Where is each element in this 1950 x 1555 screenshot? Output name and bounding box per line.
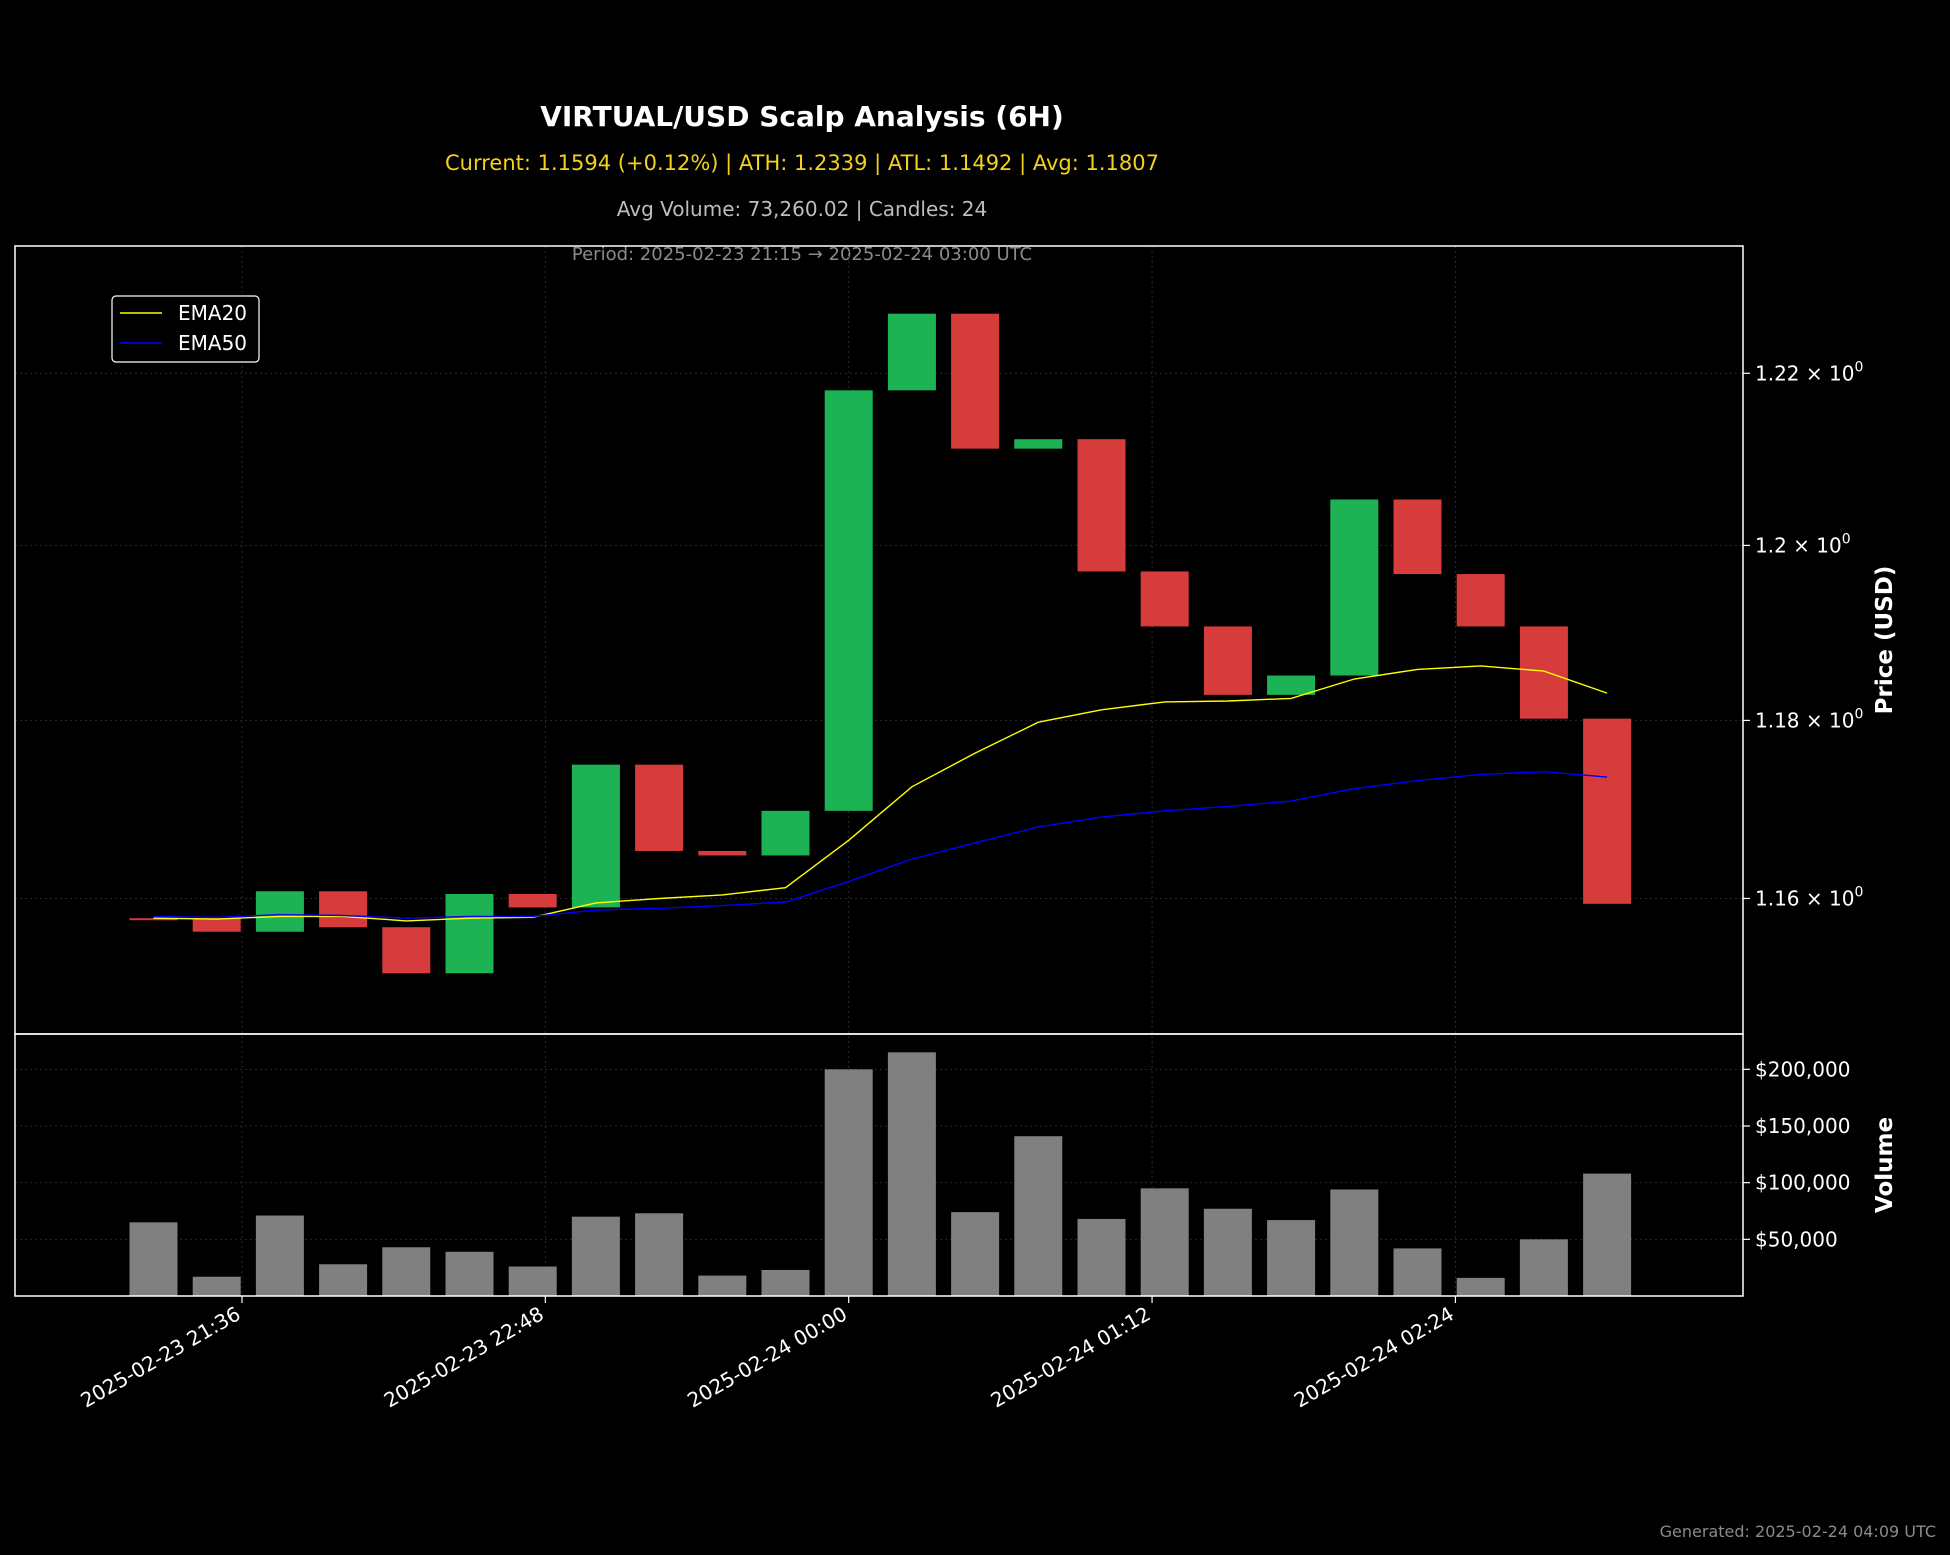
legend-label-ema20: EMA20	[178, 301, 247, 325]
volume-bar-01:45	[1267, 1220, 1316, 1296]
volume-bar-22:45	[508, 1266, 557, 1296]
candle-01:00	[1077, 439, 1126, 572]
volume-bar-01:15	[1140, 1188, 1189, 1296]
ema50-line	[153, 770, 1608, 919]
price-tick-label: 1.2 × 100	[1755, 531, 1851, 557]
candle-21:45	[255, 891, 304, 932]
x-tick-label: 2025-02-24 01:12	[986, 1302, 1154, 1413]
ema-layer	[153, 665, 1608, 922]
volume-bar-02:15	[1393, 1248, 1442, 1296]
volume-bar-01:30	[1203, 1208, 1252, 1296]
volume-bar-01:00	[1077, 1218, 1126, 1296]
candle-22:45	[508, 893, 557, 908]
price-tick-label: 1.16 × 100	[1755, 884, 1863, 910]
candle-21:30	[192, 918, 241, 932]
candle-00:30	[951, 313, 1000, 449]
legend: EMA20 EMA50	[111, 295, 260, 363]
generated-footer: Generated: 2025-02-24 04:09 UTC	[1659, 1522, 1936, 1541]
volume-bar-22:00	[319, 1264, 368, 1296]
candle-02:45	[1519, 626, 1568, 719]
volume-bar-00:45	[1014, 1136, 1063, 1296]
stats-line: Current: 1.1594 (+0.12%) | ATH: 1.2339 |…	[445, 151, 1159, 175]
candle-22:00	[319, 891, 368, 928]
candle-22:15	[382, 927, 431, 974]
candles-layer	[129, 313, 1632, 974]
candle-00:00	[824, 390, 873, 811]
volume-bar-22:15	[382, 1247, 431, 1296]
price-tick-label: 1.22 × 100	[1755, 359, 1863, 385]
period-line: Period: 2025-02-23 21:15 → 2025-02-24 03…	[571, 244, 1033, 265]
volume-tick-label: $200,000	[1755, 1057, 1850, 1081]
price-axis-label: Price (USD)	[1872, 566, 1898, 715]
candle-21:15	[129, 918, 178, 921]
volume-bar-23:15	[635, 1213, 684, 1296]
volume-axis-label: Volume	[1872, 1117, 1898, 1213]
volume-bar-23:45	[761, 1269, 810, 1296]
volume-bar-00:30	[951, 1212, 1000, 1296]
volume-bar-21:45	[255, 1215, 304, 1296]
x-tick-label: 2025-02-24 00:00	[683, 1302, 851, 1413]
volume-bar-02:45	[1519, 1239, 1568, 1296]
x-tick-label: 2025-02-24 02:24	[1290, 1302, 1458, 1413]
volume-tick-label: $100,000	[1755, 1171, 1850, 1195]
volume-bar-22:30	[445, 1251, 494, 1296]
volume-bar-00:15	[887, 1052, 936, 1296]
candle-01:30	[1203, 626, 1252, 695]
legend-label-ema50: EMA50	[178, 331, 247, 355]
chart-title: VIRTUAL/USD Scalp Analysis (6H)	[540, 100, 1064, 133]
candle-02:00	[1330, 499, 1379, 676]
volume-bar-02:30	[1456, 1277, 1505, 1296]
volume-summary-line: Avg Volume: 73,260.02 | Candles: 24	[616, 197, 988, 221]
candle-00:45	[1014, 439, 1063, 449]
candle-02:15	[1393, 499, 1442, 575]
candle-23:45	[761, 810, 810, 856]
volume-bar-03:00	[1583, 1173, 1632, 1296]
candle-02:30	[1456, 574, 1505, 627]
candle-23:15	[635, 764, 684, 851]
volume-layer	[129, 1052, 1632, 1296]
candle-01:15	[1140, 571, 1189, 627]
volume-bar-00:00	[824, 1069, 873, 1296]
grid-layer	[15, 246, 1743, 1296]
price-tick-label: 1.18 × 100	[1755, 706, 1863, 732]
x-tick-label: 2025-02-23 22:48	[380, 1302, 548, 1413]
candle-00:15	[887, 313, 936, 391]
candle-01:45	[1267, 675, 1316, 695]
volume-bar-23:00	[571, 1216, 620, 1296]
candle-22:30	[445, 893, 494, 974]
volume-bar-21:30	[192, 1276, 241, 1296]
volume-tick-label: $150,000	[1755, 1114, 1850, 1138]
volume-bar-02:00	[1330, 1189, 1379, 1296]
volume-bar-23:30	[698, 1275, 747, 1296]
ema20-line	[153, 665, 1608, 922]
candle-23:00	[571, 764, 620, 908]
x-tick-label: 2025-02-23 21:36	[76, 1302, 244, 1413]
candle-23:30	[698, 850, 747, 856]
volume-tick-label: $50,000	[1755, 1227, 1838, 1251]
candle-03:00	[1583, 718, 1632, 904]
volume-bar-21:15	[129, 1222, 178, 1296]
volume-panel-frame	[14, 1033, 1744, 1297]
